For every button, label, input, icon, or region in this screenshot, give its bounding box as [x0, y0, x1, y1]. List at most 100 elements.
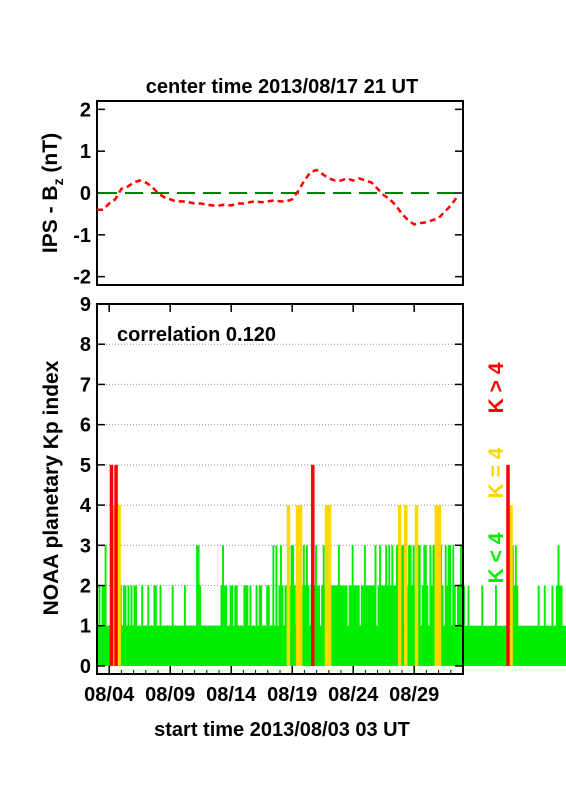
kp-bar [273, 625, 276, 666]
kp-y-tick-label: 6 [80, 415, 91, 437]
kp-bar [229, 585, 232, 666]
kp-bar [257, 625, 260, 666]
kp-bar [444, 545, 447, 666]
kp-bar [531, 625, 534, 666]
kp-bar [427, 625, 430, 666]
kp-bar [235, 585, 238, 666]
kp-bar [348, 585, 351, 666]
kp-bar [481, 585, 484, 666]
kp-bar [290, 545, 293, 666]
kp-bar [165, 625, 168, 666]
kp-bar [161, 625, 163, 666]
kp-bar [318, 585, 321, 666]
kp-bar [443, 625, 446, 666]
kp-bar [388, 545, 391, 666]
kp-bar [369, 585, 372, 666]
kp-bar [127, 585, 130, 666]
kp-bar [264, 625, 267, 666]
kp-bar [164, 625, 167, 666]
kp-bar [496, 625, 499, 666]
top-y-tick-label: 2 [80, 99, 91, 121]
kp-bar [185, 625, 188, 666]
kp-x-tick-label: 08/29 [389, 684, 439, 706]
kp-bar [488, 625, 491, 666]
kp-bar [337, 545, 340, 666]
kp-bar [449, 545, 452, 666]
kp-bar [563, 625, 566, 666]
kp-bar [147, 585, 150, 666]
kp-bar [133, 585, 136, 666]
kp-bar [212, 625, 215, 666]
kp-bar [528, 625, 531, 666]
kp-bar [176, 625, 179, 666]
kp-bar [434, 505, 439, 666]
kp-bar [283, 625, 285, 666]
kp-x-tick-label: 08/09 [145, 684, 195, 706]
kp-bar [394, 585, 397, 666]
kp-bar [504, 625, 507, 666]
kp-bar [154, 585, 157, 666]
kp-bar [202, 625, 205, 666]
kp-bar [319, 625, 322, 666]
kp-bar [498, 625, 500, 666]
kp-bar [513, 585, 516, 666]
kp-bar [554, 625, 557, 666]
kp-bar [476, 625, 479, 666]
kp-bar [208, 625, 211, 666]
kp-bar [280, 545, 282, 666]
kp-bar [135, 585, 138, 666]
ips-bz-series [97, 168, 458, 226]
kp-bar [441, 585, 444, 666]
kp-bar [162, 625, 165, 666]
kp-bar [305, 545, 308, 666]
kp-bar [377, 585, 380, 666]
kp-bar [421, 585, 424, 666]
top-y-tick-label: 0 [80, 183, 91, 205]
kp-bar [114, 464, 118, 666]
kp-bar [263, 625, 266, 666]
kp-bar [194, 625, 197, 666]
kp-bar [341, 585, 343, 666]
kp-bar [517, 625, 520, 666]
kp-bar [437, 505, 442, 666]
kp-bar [153, 585, 156, 666]
kp-bar [170, 625, 173, 666]
kp-bar [270, 625, 273, 666]
kp-bar [124, 585, 127, 666]
top-panel-title: center time 2013/08/17 21 UT [146, 76, 418, 98]
kp-bar [464, 625, 467, 666]
kp-bar [237, 625, 240, 666]
kp-bar [158, 625, 160, 666]
kp-bar [382, 585, 385, 666]
kp-bar [383, 585, 386, 666]
kp-bar [327, 505, 332, 666]
kp-bar [376, 625, 378, 666]
kp-legend-label: K < 4 [485, 532, 508, 583]
kp-bar [450, 625, 453, 666]
kp-bar [228, 625, 231, 666]
kp-bar [392, 585, 395, 666]
kp-bar [499, 625, 502, 666]
kp-bar [371, 585, 374, 666]
kp-bar [493, 625, 496, 666]
kp-bar [470, 625, 473, 666]
kp-bar [321, 585, 324, 666]
kp-bar [478, 625, 481, 666]
top-y-tick-label: 1 [80, 141, 91, 163]
kp-bar [540, 625, 543, 666]
kp-bar [258, 585, 261, 666]
kp-x-axis-ticks: 08/04 08/09 08/14 08/19 08/24 08/29 [84, 304, 464, 706]
kp-bar [420, 625, 423, 666]
kp-bar [345, 585, 348, 666]
kp-bar [339, 585, 342, 666]
kp-bar [549, 625, 552, 666]
kp-x-tick-label: 08/04 [84, 684, 135, 706]
kp-bar [125, 625, 128, 666]
kp-bar [136, 625, 139, 666]
kp-bar [252, 625, 255, 666]
kp-bar [487, 625, 490, 666]
kp-bar [430, 585, 433, 666]
kp-x-tick-label: 08/14 [206, 684, 257, 706]
kp-bar [380, 585, 383, 666]
